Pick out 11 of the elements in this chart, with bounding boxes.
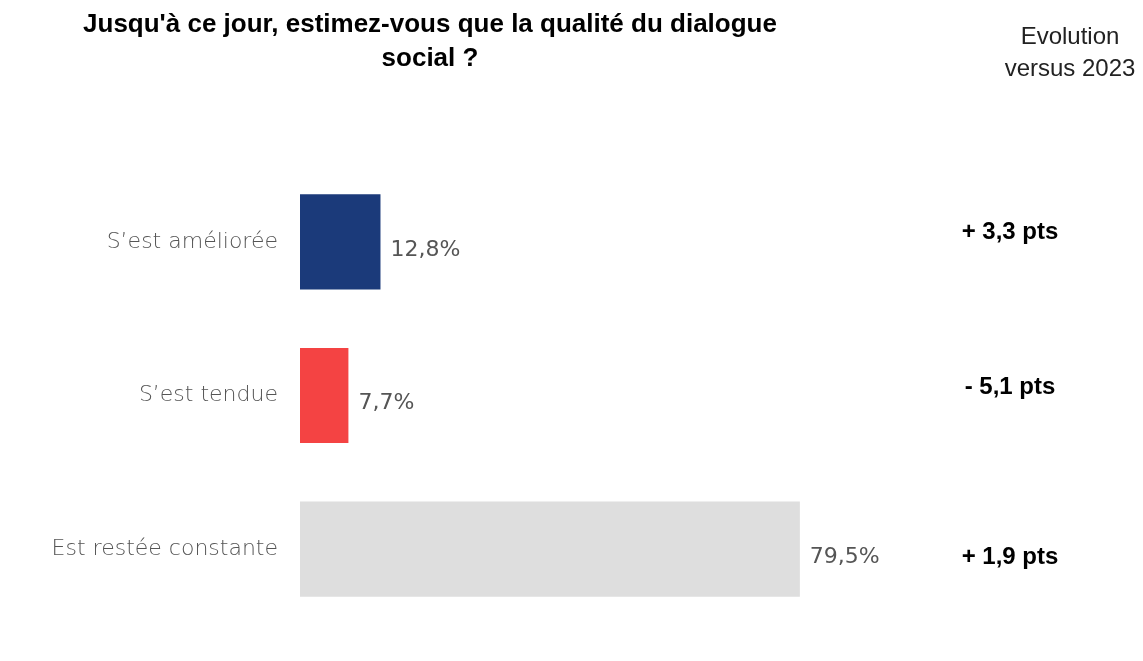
- data-label: 12,8%: [390, 235, 461, 261]
- text: + 1,9 pts: [961, 541, 1059, 569]
- data-label: 79,5%: [809, 542, 880, 568]
- y-tick-label: Est restée constante: [51, 534, 278, 560]
- chart-title: Jusqu'à ce jour, estimez-vous que la qualité du dialogue social ?: [82, 7, 778, 74]
- text: + 3,3 pts: [961, 216, 1059, 244]
- data-label: 7,7%: [358, 389, 415, 415]
- text: - 5,1 pts: [964, 372, 1056, 400]
- y-tick-label: S’est tendue: [138, 381, 278, 407]
- y-tick-label: S’est améliorée: [106, 227, 278, 253]
- legend-title: Evolution versus 2023: [1003, 21, 1137, 83]
